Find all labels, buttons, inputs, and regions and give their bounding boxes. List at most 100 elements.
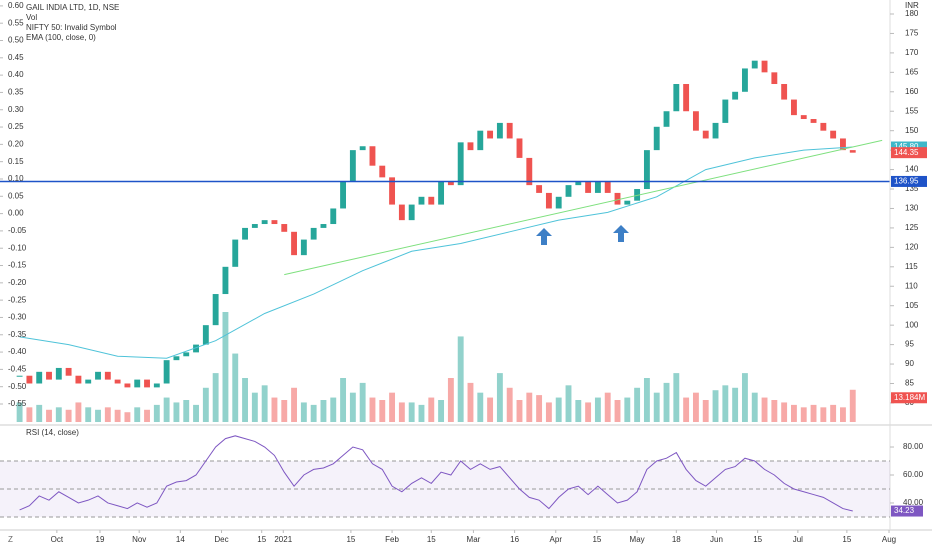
candle — [65, 367, 72, 376]
volume-bar — [134, 407, 141, 422]
time-tick-label: Apr — [550, 535, 563, 544]
price-tick-label: 95 — [905, 340, 914, 349]
candle — [722, 99, 729, 123]
candle — [349, 150, 356, 182]
candle — [26, 375, 33, 384]
legend-ema: EMA (100, close, 0) — [26, 33, 96, 42]
time-tick-label: 18 — [672, 535, 681, 544]
volume-layer — [16, 312, 856, 422]
volume-bar — [398, 402, 405, 422]
price-tick-label: 150 — [905, 126, 919, 135]
candle — [232, 239, 239, 267]
volume-bar — [751, 392, 758, 422]
volume-bar — [144, 409, 150, 422]
volume-bar — [349, 392, 356, 422]
volume-bar — [624, 397, 631, 422]
volume-bar — [712, 390, 719, 422]
candle — [643, 150, 650, 190]
left-tick-label: -0.20 — [8, 278, 27, 287]
volume-bar — [526, 392, 533, 422]
candle — [820, 122, 827, 131]
volume-bar — [545, 402, 552, 422]
volume-tag-bg — [891, 392, 927, 404]
price-tick-label: 115 — [905, 262, 918, 271]
candle — [506, 122, 513, 139]
zoom-icon[interactable]: Z — [8, 535, 13, 544]
volume-bar — [359, 382, 366, 422]
arrow-annotation — [536, 228, 552, 245]
candle — [663, 111, 670, 127]
rsi-tick-label: 80.00 — [903, 442, 924, 451]
price-tick-label: 175 — [905, 29, 919, 38]
candle — [261, 220, 268, 225]
candle — [487, 130, 494, 139]
volume-bar — [232, 353, 239, 422]
candle — [242, 227, 248, 240]
volume-bar — [840, 407, 846, 422]
candle — [310, 227, 317, 240]
candle — [830, 130, 837, 139]
volume-bar — [251, 392, 258, 422]
price-tick-label: 165 — [905, 67, 919, 76]
volume-bar — [369, 397, 376, 422]
candle — [104, 371, 111, 380]
candle — [36, 371, 43, 384]
candle — [840, 138, 846, 151]
arrow-annotation — [613, 225, 629, 242]
candle — [418, 196, 425, 205]
left-tick-label: 0.15 — [8, 157, 24, 166]
candle — [359, 146, 366, 151]
volume-bar — [467, 382, 474, 422]
volume-bar — [457, 336, 464, 422]
price-tick-label: 120 — [905, 242, 919, 251]
candle — [585, 181, 592, 193]
left-tick-label: -0.25 — [8, 295, 27, 304]
candle — [594, 181, 601, 193]
left-tick-label: 0.50 — [8, 36, 24, 45]
volume-bar — [614, 400, 621, 422]
volume-bar — [163, 397, 170, 422]
volume-bar — [212, 373, 219, 422]
candle — [183, 352, 190, 357]
time-tick-label: Mar — [467, 535, 481, 544]
candle — [163, 360, 170, 384]
time-tick-label: 2021 — [274, 535, 292, 544]
candle — [457, 142, 464, 186]
volume-bar — [604, 392, 611, 422]
time-tick-label: 15 — [842, 535, 851, 544]
volume-bar — [104, 407, 111, 422]
candle — [604, 181, 611, 193]
candle — [634, 189, 641, 201]
candle — [379, 165, 386, 178]
volume-bar — [496, 373, 503, 422]
rsi-line — [19, 435, 853, 512]
candle — [369, 146, 376, 166]
volume-bar — [418, 404, 425, 422]
volume-bar — [124, 412, 131, 422]
candle — [173, 356, 180, 361]
rsi-tick-label: 40.00 — [903, 498, 924, 507]
left-tick-label: -0.10 — [8, 243, 27, 252]
volume-bar — [634, 387, 641, 422]
price-tag-bg — [891, 147, 927, 159]
left-tick-label: -0.40 — [8, 347, 27, 356]
candle — [95, 371, 101, 380]
volume-bar — [683, 397, 690, 422]
volume-bar — [173, 402, 180, 422]
candle — [291, 231, 297, 256]
candle — [526, 157, 533, 186]
candle — [124, 383, 131, 388]
left-tick-label: -0.50 — [8, 382, 27, 391]
volume-bar — [114, 409, 121, 422]
candle — [144, 379, 150, 388]
candle — [732, 91, 739, 100]
volume-bar — [75, 402, 82, 422]
time-tick-label: 15 — [753, 535, 762, 544]
price-tag-bg — [891, 141, 927, 153]
candle — [516, 138, 523, 158]
price-tick-label: 135 — [905, 184, 919, 193]
time-tick-label: 19 — [96, 535, 105, 544]
price-tick-label: 100 — [905, 320, 919, 329]
rsi-tag-bg — [891, 505, 923, 517]
